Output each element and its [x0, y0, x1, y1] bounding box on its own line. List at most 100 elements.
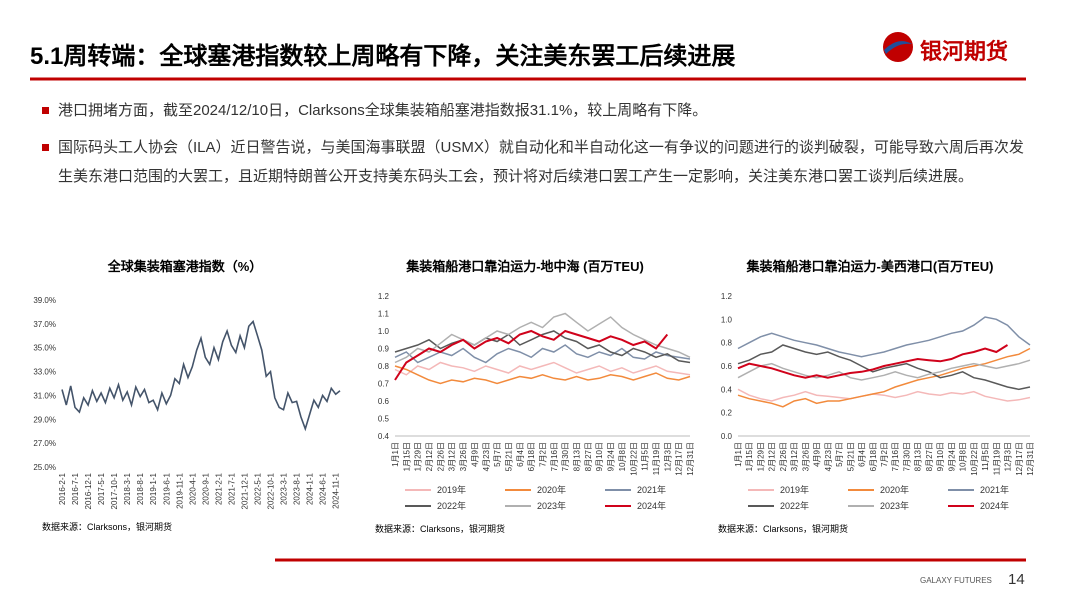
x-tick-label: 2020-9-1: [201, 472, 210, 505]
x-tick-label: 2017-5-1: [97, 472, 106, 505]
x-tick-label: 7月30日: [561, 442, 570, 471]
x-tick-label: 3月26日: [459, 442, 468, 471]
x-tick-label: 3月12日: [790, 442, 799, 471]
y-tick-label: 33.0%: [33, 368, 56, 377]
x-tick-label: 2024-11-1: [332, 472, 341, 508]
x-tick-label: 2022-5-1: [253, 472, 262, 505]
data-line: [737, 347, 1031, 408]
slide-title: 5.1周转端：全球塞港指数较上周略有下降，关注美东罢工后续进展: [30, 43, 736, 70]
x-tick-label: 1月1日: [734, 442, 743, 467]
x-tick-label: 10月22日: [629, 442, 638, 476]
x-tick-label: 2023-8-1: [293, 472, 302, 505]
page-number: 14: [1008, 571, 1025, 588]
legend-label: 2023年: [537, 500, 566, 511]
x-tick-label: 2月26日: [436, 442, 445, 471]
x-tick-label: 2023-3-1: [280, 472, 289, 505]
x-tick-label: 7月16日: [891, 442, 900, 471]
x-tick-label: 12月17日: [675, 442, 684, 476]
y-tick-label: 0.0: [721, 432, 733, 441]
y-tick-label: 27.0%: [33, 439, 56, 448]
legend-label: 2019年: [437, 484, 466, 495]
y-tick-label: 37.0%: [33, 320, 56, 329]
x-tick-label: 2017-10-1: [110, 472, 119, 509]
y-tick-label: 31.0%: [33, 391, 56, 400]
x-tick-label: 2月12日: [425, 442, 434, 471]
x-tick-label: 12月3日: [1004, 442, 1013, 471]
x-tick-label: 8月13日: [573, 442, 582, 471]
x-tick-label: 9月24日: [947, 442, 956, 471]
data-line: [737, 388, 1031, 402]
legend-label: 2020年: [880, 484, 909, 495]
x-tick-label: 2016-12-1: [84, 472, 93, 509]
x-tick-label: 9月10日: [936, 442, 945, 471]
data-line: [394, 329, 669, 381]
x-tick-label: 5月7日: [835, 442, 844, 467]
x-tick-label: 6月18日: [527, 442, 536, 471]
chart-title: 全球集装箱塞港指数（%）: [107, 259, 263, 274]
x-tick-label: 9月10日: [595, 442, 604, 471]
legend-label: 2022年: [437, 500, 466, 511]
x-tick-label: 2018-8-1: [136, 472, 145, 505]
x-tick-label: 10月22日: [970, 442, 979, 476]
x-tick-label: 8月13日: [914, 442, 923, 471]
x-tick-label: 1月15日: [745, 442, 754, 471]
x-tick-label: 7月16日: [550, 442, 559, 471]
y-tick-label: 0.2: [721, 409, 733, 418]
x-tick-label: 3月26日: [801, 442, 810, 471]
x-tick-label: 2月12日: [768, 442, 777, 471]
y-tick-label: 29.0%: [33, 415, 56, 424]
y-tick-label: 1.2: [721, 292, 733, 301]
x-tick-label: 10月8日: [959, 442, 968, 471]
legend-label: 2019年: [780, 484, 809, 495]
x-tick-label: 12月17日: [1015, 442, 1024, 476]
source-note: 数据来源：Clarksons，银河期货: [42, 521, 172, 532]
source-note: 数据来源：Clarksons，银河期货: [375, 523, 505, 534]
logo-icon: [883, 32, 913, 62]
data-line: [394, 361, 691, 376]
y-tick-label: 0.4: [378, 432, 390, 441]
x-tick-label: 12月31日: [1026, 442, 1035, 476]
logo-swoosh: [884, 41, 912, 54]
legend-label: 2024年: [980, 500, 1009, 511]
data-line: [737, 344, 1009, 379]
y-tick-label: 1.0: [721, 315, 733, 324]
x-tick-label: 2016-2-1: [58, 472, 67, 505]
x-tick-label: 12月3日: [663, 442, 672, 471]
y-tick-label: 0.8: [378, 362, 390, 371]
y-tick-label: 35.0%: [33, 344, 56, 353]
x-tick-label: 2月26日: [779, 442, 788, 471]
x-tick-label: 4月9日: [470, 442, 479, 467]
data-line: [394, 312, 691, 364]
x-tick-label: 6月4日: [516, 442, 525, 467]
x-tick-label: 2021-7-1: [227, 472, 236, 505]
y-tick-label: 0.7: [378, 380, 390, 389]
x-tick-label: 7月2日: [539, 442, 548, 467]
legend-label: 2021年: [980, 484, 1009, 495]
x-tick-label: 5月21日: [846, 442, 855, 471]
y-tick-label: 0.6: [378, 397, 390, 406]
data-line: [61, 319, 341, 432]
legend-label: 2022年: [780, 500, 809, 511]
legend-label: 2020年: [537, 484, 566, 495]
x-tick-label: 2020-4-1: [188, 472, 197, 505]
x-tick-label: 11月19日: [992, 442, 1001, 475]
x-tick-label: 2021-2-1: [214, 472, 223, 505]
x-tick-label: 3月12日: [448, 442, 457, 471]
x-tick-label: 1月1日: [391, 442, 400, 467]
x-tick-label: 5月7日: [493, 442, 502, 467]
y-tick-label: 1.0: [378, 327, 390, 336]
x-tick-label: 1月29日: [414, 442, 423, 471]
y-tick-label: 0.9: [378, 345, 390, 354]
x-tick-label: 8月27日: [925, 442, 934, 471]
x-tick-label: 11月5日: [641, 442, 650, 471]
x-tick-label: 2016-7-1: [71, 472, 80, 505]
x-tick-label: 4月23日: [824, 442, 833, 471]
x-tick-label: 10月8日: [618, 442, 627, 471]
x-tick-label: 4月23日: [482, 442, 491, 471]
data-line: [394, 330, 691, 364]
x-tick-label: 2019-6-1: [162, 472, 171, 505]
data-line: [394, 344, 691, 364]
y-tick-label: 0.6: [721, 362, 733, 371]
